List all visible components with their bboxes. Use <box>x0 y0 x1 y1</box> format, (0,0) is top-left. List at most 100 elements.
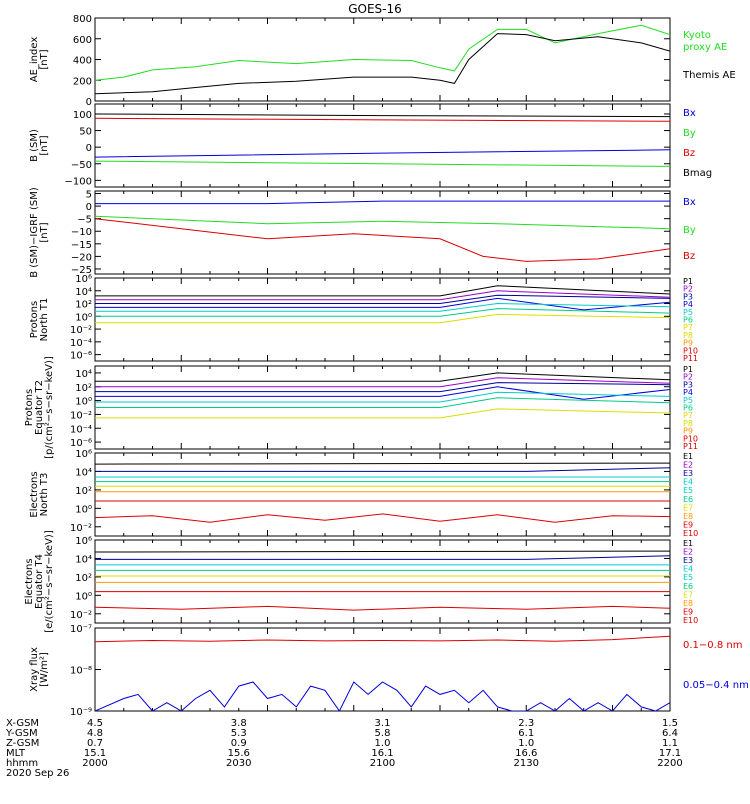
series-line-e3 <box>95 467 670 472</box>
y-tick-label: 800 <box>73 14 92 25</box>
y-axis-label: B (SM) <box>29 129 40 162</box>
y-tick-label: 10⁻⁴ <box>70 424 92 435</box>
legend-entry: E5 <box>683 486 693 495</box>
x-axis-date: 2020 Sep 26 <box>6 768 69 779</box>
series-line-bx <box>95 149 670 158</box>
y-tick-label: 10⁶ <box>75 274 92 285</box>
y-tick-label: 10⁻⁷ <box>70 624 92 635</box>
legend-entry: P4 <box>683 388 693 397</box>
panel-frame <box>94 452 671 537</box>
x-row-value: 6.1 <box>518 728 534 739</box>
y-axis-label: Protons <box>24 389 35 426</box>
legend-entry: P11 <box>683 442 698 451</box>
y-tick-label: 10² <box>75 383 92 394</box>
y-tick-label: 0 <box>86 97 92 108</box>
legend-entry: E3 <box>683 556 693 565</box>
legend-entry: By <box>683 225 696 236</box>
y-tick-label: 10⁻⁹ <box>70 707 92 718</box>
x-row-value: 5.8 <box>375 728 391 739</box>
x-row-label: MLT <box>6 748 26 759</box>
y-tick-label: −15 <box>71 240 92 251</box>
x-row-value: 0.7 <box>87 738 103 749</box>
y-axis-label: Protons <box>29 301 40 338</box>
legend-entry: E1 <box>683 539 693 548</box>
y-axis-label: Equator T2 <box>34 380 45 435</box>
series-line-bmag <box>95 113 670 118</box>
legend-entry: P6 <box>683 316 693 325</box>
legend-entry: P9 <box>683 339 693 348</box>
y-tick-label: 600 <box>73 35 92 46</box>
series-line-p1 <box>95 372 670 382</box>
y-axis-label: [nT] <box>39 49 50 69</box>
legend-entry: P8 <box>683 331 693 340</box>
y-tick-label: 10² <box>75 300 92 311</box>
x-row-value: 4.8 <box>87 728 103 739</box>
legend-entry: E8 <box>683 599 693 608</box>
legend-entry: P2 <box>683 285 693 294</box>
series-line-e10 <box>95 513 670 523</box>
legend-entry: E4 <box>683 478 693 487</box>
x-row-value: 2130 <box>514 758 539 769</box>
series-line-p6 <box>95 308 670 317</box>
y-tick-label: 10⁻² <box>70 410 92 421</box>
legend-entry: E9 <box>683 520 693 529</box>
x-row-value: 15.6 <box>228 748 250 759</box>
y-axis-label: [W/m²] <box>39 652 50 687</box>
legend-entry: By <box>683 128 696 139</box>
x-row-value: 3.1 <box>375 718 391 729</box>
y-tick-label: 10⁰ <box>75 397 92 408</box>
legend-entry: E2 <box>683 461 693 470</box>
x-row-value: 1.1 <box>662 738 678 749</box>
panel-5: 10⁴ 10² 10⁰ 10⁻² 10⁻⁴ 10⁻⁶ Protons Equator T2 [p… <box>24 356 698 459</box>
panel-series <box>95 372 670 419</box>
series-line-0-05-0-4-nm <box>95 681 670 711</box>
panel-3: 50 −5−10 −15−20 −25 B (SM)−IGRF (SM) [nT] Bx By… <box>29 187 696 278</box>
legend-entry: proxy AE <box>683 42 727 53</box>
y-tick-label: −5 <box>77 215 92 226</box>
legend-entry: P9 <box>683 427 693 436</box>
panel-frame <box>94 277 671 362</box>
panel-2: 100 50 0 −50 −100 B (SM) [nT] Bx By Bz Bmag <box>29 103 712 188</box>
series-line-0-1-0-8-nm <box>95 635 670 643</box>
series-line-p4 <box>95 386 670 400</box>
y-tick-label: 10² <box>75 573 92 584</box>
series-line-bz <box>95 117 670 122</box>
y-tick-label: 10⁻² <box>70 523 92 534</box>
series-line-p4 <box>95 297 670 311</box>
panel-series <box>95 113 670 167</box>
legend-entry: Bx <box>683 108 696 119</box>
x-row-value: 17.1 <box>659 748 681 759</box>
y-tick-label: 50 <box>79 127 92 138</box>
legend-entry: P11 <box>683 354 698 363</box>
series-line-kyoto-proxy-ae <box>95 24 670 81</box>
panel-7: 10⁶ 10⁴ 10² 10⁰ 10⁻² Electrons Equator T4 [e/(c… <box>24 530 698 633</box>
y-axis-label: [p/(cm²−s−sr−keV)] <box>44 356 55 459</box>
y-tick-label: 10⁻⁸ <box>70 666 92 677</box>
legend-entry: P6 <box>683 404 693 413</box>
y-tick-label: 10⁶ <box>75 536 92 547</box>
legend-entry: E8 <box>683 512 693 521</box>
series-line-e3 <box>95 555 670 560</box>
y-tick-label: 10² <box>75 486 92 497</box>
y-tick-label: 10⁰ <box>75 504 92 515</box>
legend-entry: P8 <box>683 419 693 428</box>
y-tick-label: 10⁶ <box>75 449 92 460</box>
series-line-p5 <box>95 391 670 403</box>
legend-entry: P7 <box>683 411 693 420</box>
legend-entry: Kyoto <box>683 30 711 41</box>
x-row-value: 3.8 <box>231 718 247 729</box>
legend-entry: P1 <box>683 277 693 286</box>
legend-entry: E10 <box>683 529 698 538</box>
legend-entry: P1 <box>683 365 693 374</box>
series-line-p6 <box>95 397 670 408</box>
legend-entry: E4 <box>683 565 693 574</box>
series-line-bz <box>95 218 670 262</box>
legend-entry: P7 <box>683 323 693 332</box>
y-tick-label: 10⁻⁴ <box>70 338 92 349</box>
panel-series <box>95 462 670 523</box>
legend-entry: E6 <box>683 582 693 591</box>
y-tick-label: 10⁻² <box>70 325 92 336</box>
series-line-p3 <box>95 382 670 393</box>
y-tick-label: 10⁴ <box>75 369 92 380</box>
